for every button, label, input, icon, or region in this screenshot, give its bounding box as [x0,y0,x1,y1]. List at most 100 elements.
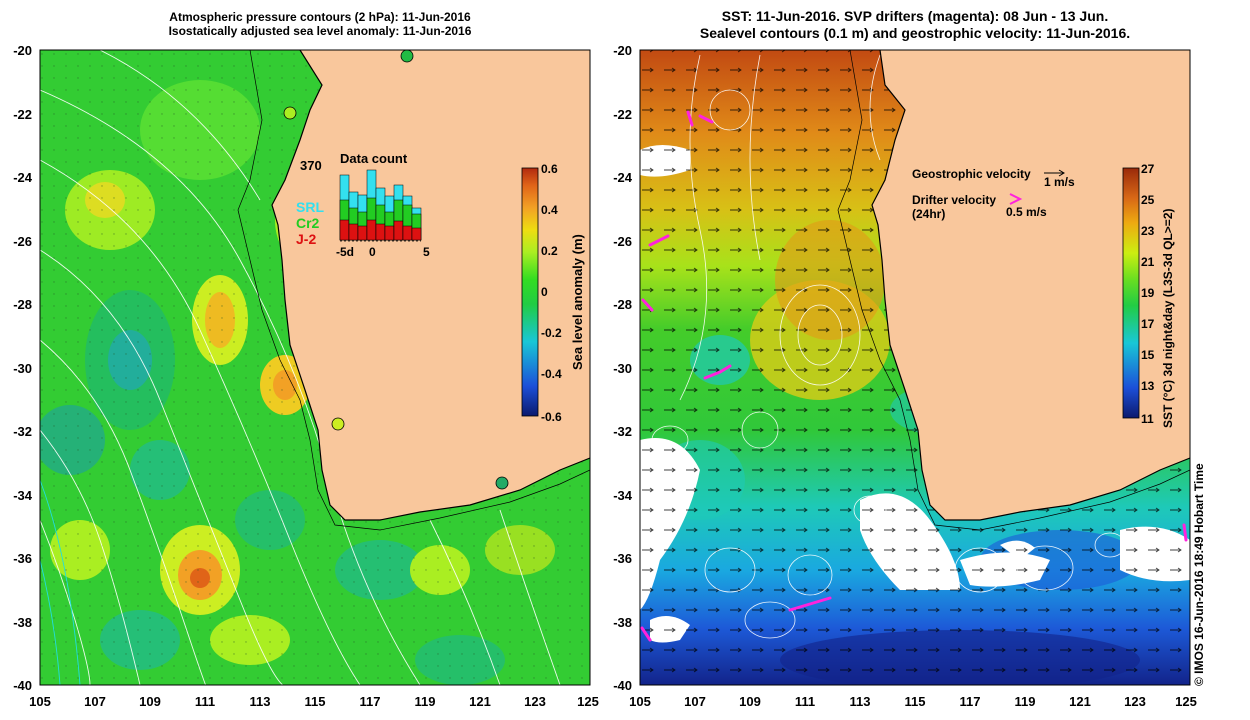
sla-x-tick-label: 107 [84,694,106,709]
sla-colorbar-tick: -0.6 [541,410,562,424]
drifter-velocity-label: Drifter velocity [912,193,996,207]
sla-coastline [271,50,590,521]
sla-y-tick-label: -38 [13,615,32,630]
data-count-bars [339,169,422,241]
data-count-title: Data count [340,151,408,166]
right-panel-title: SST: 11-Jun-2016. SVP drifters (magenta)… [640,8,1190,42]
left-panel-title: Atmospheric pressure contours (2 hPa): 1… [40,10,600,38]
sla-x-tick-label: 105 [29,694,51,709]
sla-colorbar-tick: 0.4 [541,203,558,217]
sla-colorbar-tick: 0.6 [541,162,558,176]
sla-y-tick-label: -20 [13,43,32,58]
sla-colorbar-label: Sea level anomaly (m) [570,234,585,370]
sst-colorbar-tick: 17 [1141,317,1155,331]
pressure-contours [40,50,561,685]
sst-colorbar-tick: 13 [1141,379,1155,393]
sst-x-tick-label: 105 [629,694,651,709]
copyright-notice: © IMOS 16-Jun-2016 18:49 Hobart Time [1192,463,1206,686]
sst-colorbar-tick: 23 [1141,224,1155,238]
sealevel-contours [651,54,1126,639]
sla-y-tick-label: -32 [13,424,32,439]
sst-x-tick-label: 107 [684,694,706,709]
sst-colorbar-label: SST (°C) 3d night&day (L3S-3d QL>=2) [1161,209,1175,429]
sst-x-tick-label: 125 [1175,694,1197,709]
sst-y-tick-label: -28 [613,297,632,312]
left-title-line1: Atmospheric pressure contours (2 hPa): 1… [169,10,471,24]
sla-y-tick-label: -28 [13,297,32,312]
sla-y-axis: -20 -22 -24 -26 -28 -30 -32 -34 -36 -38 … [13,43,33,693]
drifter-arrow-icon [1009,193,1023,205]
sla-y-tick-label: -40 [13,678,32,693]
data-count-x-label: 5 [423,245,430,259]
sla-map [40,50,590,685]
data-count-x-label: -5d [336,245,354,259]
sst-colorbar-tick: 11 [1141,412,1154,426]
data-count-x-label: 0 [369,245,376,259]
sst-map [640,50,1190,685]
sst-y-tick-label: -26 [613,234,632,249]
sla-x-tick-label: 113 [250,694,271,709]
sla-x-tick-label: 121 [469,694,491,709]
sla-colorbar-tick: -0.4 [541,367,562,381]
data-count-inset: 370 Data count -5d 0 5 SRL Cr2 J-2 [296,151,430,259]
sst-y-tick-label: -38 [613,615,632,630]
sst-x-tick-label: 113 [850,694,871,709]
sst-colorbar-tick: 21 [1141,255,1155,269]
sst-x-tick-label: 117 [960,694,981,709]
sst-coastline [871,50,1190,521]
sst-y-tick-label: -34 [613,488,633,503]
sst-x-tick-label: 123 [1124,694,1146,709]
sst-velocity-legend: Geostrophic velocity 1 m/s Drifter veloc… [912,167,1075,221]
sla-y-tick-label: -22 [13,107,32,122]
sst-x-tick-label: 111 [795,694,815,709]
sst-y-tick-label: -40 [613,678,632,693]
sla-y-tick-label: -36 [13,551,32,566]
sst-shelf-break [837,50,1190,531]
sst-x-tick-label: 115 [905,694,926,709]
sst-y-tick-label: -24 [613,170,633,185]
geo-velocity-arrow-icon [1044,169,1065,177]
sla-x-tick-label: 115 [305,694,326,709]
sla-y-tick-label: -34 [13,488,33,503]
sst-map-frame [639,49,1191,686]
legend-j2: J-2 [296,231,316,247]
sst-y-tick-label: -32 [613,424,632,439]
sla-x-tick-label: 123 [524,694,546,709]
right-title-line1: SST: 11-Jun-2016. SVP drifters (magenta)… [721,8,1109,24]
sst-colorbar: 27 25 23 21 19 17 15 13 11 SST (°C) 3d n… [1122,162,1175,429]
data-count-max: 370 [300,158,322,173]
sla-y-tick-label: -24 [13,170,33,185]
sst-x-tick-label: 121 [1069,694,1091,709]
cyan-pressure-contours [40,479,81,685]
sla-colorbar-tick: 0 [541,285,548,299]
sla-shelf-break [237,50,590,531]
tide-gauge-markers [283,50,509,490]
sst-x-tick-label: 109 [739,694,761,709]
sla-colorbar: 0.6 0.4 0.2 0 -0.2 -0.4 -0.6 Sea level a… [521,162,585,424]
sst-x-tick-label: 119 [1015,694,1036,709]
legend-srl: SRL [296,199,324,215]
right-title-line2: Sealevel contours (0.1 m) and geostrophi… [699,25,1131,41]
sst-colorbar-tick: 25 [1141,193,1155,207]
sst-colorbar-tick: 19 [1141,286,1155,300]
svp-drifter-tracks [640,110,1188,642]
sla-x-tick-label: 119 [415,694,436,709]
sla-colorbar-tick: 0.2 [541,244,558,258]
sla-australia-landmass [272,50,590,520]
sla-x-axis: 105 107 109 111 113 115 117 119 121 123 … [29,694,599,709]
drifter-velocity-sub: (24hr) [912,207,945,221]
sla-x-tick-label: 125 [577,694,599,709]
sst-colorbar-tick: 27 [1141,162,1155,176]
geo-velocity-scale: 1 m/s [1044,175,1075,189]
sst-australia-landmass [872,50,1190,520]
legend-cr2: Cr2 [296,215,320,231]
geo-velocity-label: Geostrophic velocity [912,167,1031,181]
sla-x-tick-label: 117 [360,694,381,709]
sst-y-tick-label: -30 [613,361,632,376]
sst-y-tick-label: -36 [613,551,632,566]
sst-colorbar-tick: 15 [1141,348,1155,362]
sla-colorbar-tick: -0.2 [541,326,562,340]
sst-x-axis: 105 107 109 111 113 115 117 119 121 123 … [629,694,1197,709]
sst-y-tick-label: -22 [613,107,632,122]
